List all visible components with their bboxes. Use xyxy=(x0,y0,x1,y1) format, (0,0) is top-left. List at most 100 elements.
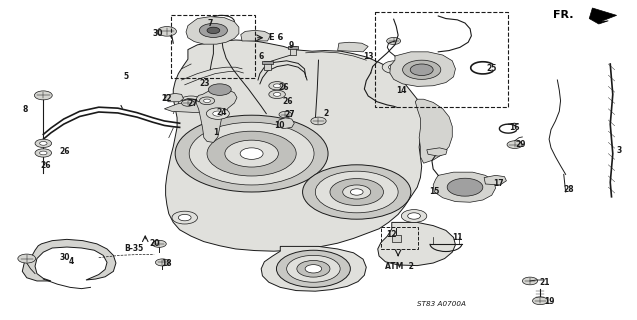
Circle shape xyxy=(39,151,47,155)
Circle shape xyxy=(207,27,220,34)
Circle shape xyxy=(155,259,169,266)
Circle shape xyxy=(34,91,52,100)
Text: 12: 12 xyxy=(387,230,397,239)
Circle shape xyxy=(408,213,420,219)
Circle shape xyxy=(152,240,166,247)
Text: 8: 8 xyxy=(23,105,28,114)
Circle shape xyxy=(403,60,441,79)
Polygon shape xyxy=(484,175,506,185)
Circle shape xyxy=(507,141,522,148)
Circle shape xyxy=(213,111,223,116)
Circle shape xyxy=(343,185,371,199)
Circle shape xyxy=(276,250,350,287)
Bar xyxy=(375,12,508,107)
Text: 19: 19 xyxy=(544,297,554,306)
Text: FR.: FR. xyxy=(553,10,573,20)
Text: 7: 7 xyxy=(208,19,213,28)
Text: 25: 25 xyxy=(487,64,497,73)
Text: 9: 9 xyxy=(289,41,294,50)
Polygon shape xyxy=(261,246,366,291)
Text: 16: 16 xyxy=(510,123,520,132)
Circle shape xyxy=(447,178,483,196)
Bar xyxy=(264,61,271,70)
Bar xyxy=(262,61,273,64)
Text: 24: 24 xyxy=(217,108,227,117)
Circle shape xyxy=(315,171,398,213)
Text: 6: 6 xyxy=(259,52,264,61)
Text: 15: 15 xyxy=(429,187,440,196)
Text: 5: 5 xyxy=(124,72,129,81)
Text: 26: 26 xyxy=(283,97,293,106)
Circle shape xyxy=(279,111,292,118)
Bar xyxy=(392,235,401,242)
Circle shape xyxy=(157,27,176,36)
Text: 4: 4 xyxy=(69,257,74,266)
Text: 30: 30 xyxy=(153,29,163,38)
Text: 1: 1 xyxy=(213,128,218,137)
Text: 11: 11 xyxy=(452,233,462,242)
Circle shape xyxy=(178,96,204,109)
Circle shape xyxy=(204,99,210,102)
Circle shape xyxy=(206,108,229,119)
Circle shape xyxy=(199,97,215,105)
Circle shape xyxy=(311,117,326,125)
Circle shape xyxy=(387,37,401,44)
Circle shape xyxy=(330,179,383,205)
Circle shape xyxy=(35,149,52,157)
Circle shape xyxy=(189,122,314,185)
Circle shape xyxy=(297,260,330,277)
Text: 2: 2 xyxy=(324,109,329,118)
Circle shape xyxy=(207,131,296,176)
Text: 29: 29 xyxy=(516,140,526,149)
Circle shape xyxy=(209,15,234,28)
Circle shape xyxy=(533,297,548,305)
Circle shape xyxy=(382,61,408,74)
Circle shape xyxy=(208,84,231,95)
Bar xyxy=(290,46,296,55)
Circle shape xyxy=(175,115,328,192)
Circle shape xyxy=(269,82,285,90)
Text: 28: 28 xyxy=(563,185,573,194)
Circle shape xyxy=(305,265,322,273)
Circle shape xyxy=(269,90,285,99)
Text: 27: 27 xyxy=(285,110,295,119)
Circle shape xyxy=(273,92,281,96)
Circle shape xyxy=(39,141,47,145)
Text: ST83 A0700A: ST83 A0700A xyxy=(417,300,466,307)
Text: 27: 27 xyxy=(187,99,197,108)
Polygon shape xyxy=(390,52,455,86)
Text: 22: 22 xyxy=(162,94,172,103)
Circle shape xyxy=(350,189,363,195)
Polygon shape xyxy=(166,40,424,251)
Polygon shape xyxy=(589,8,617,24)
Text: 17: 17 xyxy=(493,179,503,188)
Bar xyxy=(381,227,418,249)
Text: 3: 3 xyxy=(617,146,622,155)
Polygon shape xyxy=(415,99,452,163)
Polygon shape xyxy=(186,17,239,44)
Text: 14: 14 xyxy=(396,86,406,95)
Circle shape xyxy=(287,255,340,282)
Circle shape xyxy=(401,210,427,222)
Circle shape xyxy=(199,23,227,37)
Circle shape xyxy=(273,84,281,88)
Polygon shape xyxy=(277,118,294,129)
Circle shape xyxy=(185,99,197,106)
Circle shape xyxy=(522,277,538,285)
Polygon shape xyxy=(22,239,116,281)
Text: 13: 13 xyxy=(363,52,373,61)
Text: E 6: E 6 xyxy=(269,33,283,42)
Polygon shape xyxy=(433,172,496,202)
Polygon shape xyxy=(338,42,368,52)
Polygon shape xyxy=(241,30,271,41)
Circle shape xyxy=(182,100,194,106)
Text: 26: 26 xyxy=(278,83,289,92)
Polygon shape xyxy=(196,89,237,142)
Text: 21: 21 xyxy=(540,278,550,287)
Circle shape xyxy=(18,254,36,263)
Polygon shape xyxy=(427,148,447,156)
Text: 26: 26 xyxy=(60,147,70,156)
Text: 30: 30 xyxy=(60,253,70,262)
Bar xyxy=(288,46,298,49)
Circle shape xyxy=(389,64,401,70)
